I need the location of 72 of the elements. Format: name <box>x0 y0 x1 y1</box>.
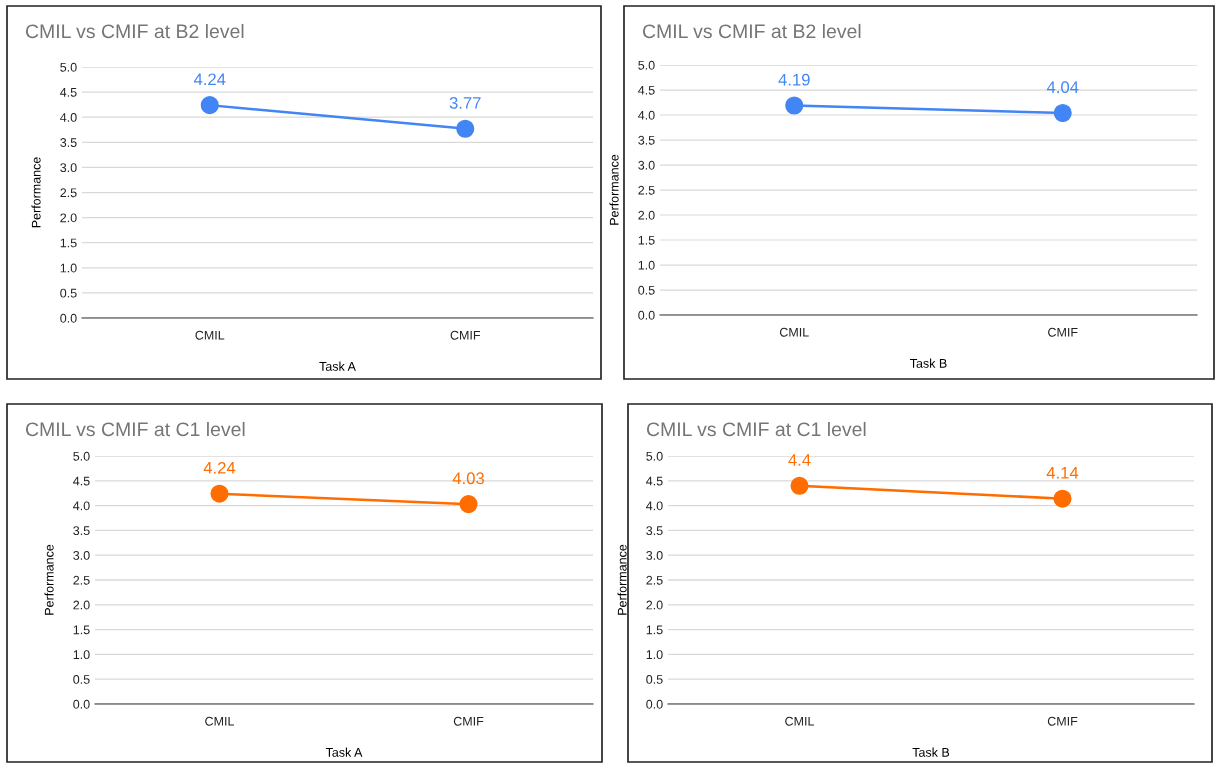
y-tick-label: 5.0 <box>646 451 663 461</box>
y-tick-label: 0.0 <box>60 313 77 323</box>
y-tick-label: 1.5 <box>646 625 663 635</box>
y-tick-label: 1.0 <box>60 263 77 273</box>
y-tick-label: 4.5 <box>646 476 663 486</box>
chart-title: CMIL vs CMIF at B2 level <box>25 23 244 39</box>
y-tick-label: 0.0 <box>638 310 655 320</box>
y-tick-label: 1.5 <box>60 238 77 248</box>
x-tick-label: CMIL <box>195 330 225 340</box>
y-tick-label: 0.0 <box>73 699 90 709</box>
x-axis-title: Task B <box>912 747 950 757</box>
data-label: 4.19 <box>778 73 810 86</box>
data-label: 4.03 <box>452 472 484 485</box>
y-tick-label: 3.5 <box>60 138 77 147</box>
y-tick-label: 5.0 <box>60 62 77 72</box>
y-tick-label: 4.0 <box>646 501 663 511</box>
y-tick-label: 5.0 <box>638 60 655 70</box>
y-tick-label: 2.0 <box>73 600 90 610</box>
data-label: 3.77 <box>449 96 481 109</box>
x-tick-label: CMIL <box>785 716 815 726</box>
y-tick-label: 3.0 <box>646 551 663 560</box>
y-tick-label: 4.5 <box>638 85 655 95</box>
y-tick-label: 3.0 <box>73 551 90 560</box>
y-tick-label: 3.5 <box>73 526 90 536</box>
y-tick-label: 1.0 <box>73 650 90 660</box>
x-tick-label: CMIF <box>1048 327 1078 337</box>
chart-title: CMIL vs CMIF at C1 level <box>25 421 245 437</box>
y-tick-label: 4.5 <box>60 88 77 97</box>
x-axis-title: Task B <box>910 358 947 368</box>
x-tick-label: CMIL <box>779 327 809 337</box>
x-axis-title: Task A <box>325 747 363 757</box>
y-axis-title: Performance <box>617 544 627 615</box>
y-tick-label: 1.5 <box>73 625 90 635</box>
y-axis-title: Performance <box>44 544 54 615</box>
data-label: 4.24 <box>193 73 226 86</box>
y-tick-label: 3.0 <box>60 163 77 173</box>
y-tick-label: 4.0 <box>60 113 77 122</box>
y-tick-label: 0.5 <box>73 675 90 684</box>
data-label: 4.14 <box>1046 467 1079 479</box>
data-label: 4.4 <box>788 454 811 466</box>
y-tick-label: 2.5 <box>646 575 663 585</box>
y-axis-title: Performance <box>609 154 619 225</box>
x-tick-label: CMIF <box>453 716 484 726</box>
y-tick-label: 3.5 <box>638 135 655 145</box>
y-tick-label: 2.0 <box>60 213 77 223</box>
y-tick-label: 2.5 <box>638 185 655 195</box>
y-tick-label: 3.5 <box>646 526 663 536</box>
y-tick-label: 1.0 <box>646 650 663 660</box>
y-axis-title: Performance <box>31 157 41 228</box>
y-tick-label: 1.5 <box>638 235 655 245</box>
y-tick-label: 2.0 <box>646 600 663 610</box>
y-tick-label: 0.5 <box>638 285 655 295</box>
data-label: 4.04 <box>1046 81 1079 94</box>
x-tick-label: CMIF <box>1047 716 1078 726</box>
data-label: 4.24 <box>203 461 236 474</box>
y-tick-label: 0.5 <box>60 288 77 298</box>
y-tick-label: 2.0 <box>638 210 655 220</box>
y-tick-label: 0.0 <box>646 699 663 709</box>
x-tick-label: CMIL <box>205 716 235 726</box>
chart-title: CMIL vs CMIF at C1 level <box>646 421 866 437</box>
y-tick-label: 4.0 <box>73 501 90 511</box>
y-tick-label: 5.0 <box>73 451 90 461</box>
x-tick-label: CMIF <box>450 330 481 340</box>
y-tick-label: 2.5 <box>60 188 77 198</box>
chart-title: CMIL vs CMIF at B2 level <box>642 23 861 39</box>
y-tick-label: 4.0 <box>638 110 655 120</box>
y-tick-label: 0.5 <box>646 675 663 684</box>
y-tick-label: 3.0 <box>638 160 655 170</box>
x-axis-title: Task A <box>319 361 356 371</box>
y-tick-label: 1.0 <box>638 260 655 270</box>
y-tick-label: 2.5 <box>73 575 90 585</box>
y-tick-label: 4.5 <box>73 476 90 486</box>
